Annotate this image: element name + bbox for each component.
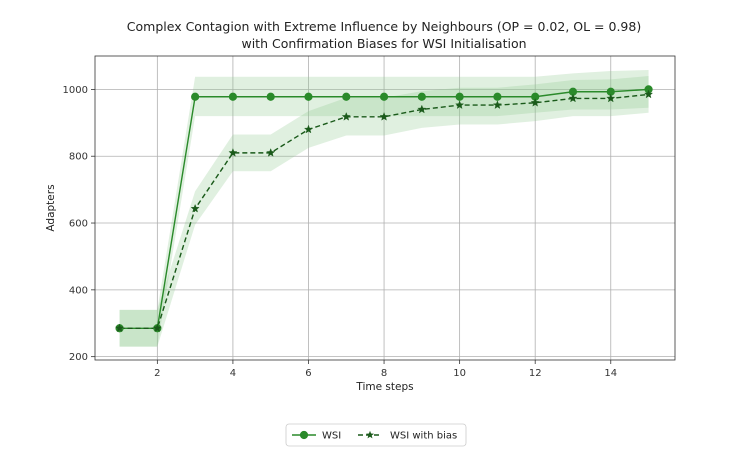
legend: WSI WSI with bias bbox=[285, 423, 467, 447]
point-wsi bbox=[266, 92, 275, 101]
x-axis-label: Time steps bbox=[355, 381, 413, 393]
point-wsi bbox=[379, 92, 389, 101]
x-tick-label: 4 bbox=[230, 368, 236, 379]
point-wsi bbox=[417, 92, 426, 101]
x-tick-label: 14 bbox=[604, 368, 617, 379]
y-tick-label: 400 bbox=[69, 285, 88, 296]
x-tick-label: 12 bbox=[529, 368, 542, 379]
band-wsi-with-bias bbox=[119, 76, 649, 347]
point-wsi bbox=[228, 92, 238, 101]
y-axis-label: Adapters bbox=[45, 184, 57, 231]
y-tick-label: 1000 bbox=[63, 85, 88, 96]
point-wsi-with-bias bbox=[266, 148, 276, 157]
plot-frame bbox=[94, 55, 676, 361]
chart-subtitle: with Confirmation Biases for WSI Initial… bbox=[241, 36, 526, 51]
point-wsi-with-bias bbox=[606, 93, 616, 103]
point-wsi bbox=[455, 92, 464, 101]
x-tick-label: 2 bbox=[154, 368, 160, 379]
legend-label-wsi-with-bias: WSI with bias bbox=[390, 431, 457, 442]
point-wsi-with-bias bbox=[152, 323, 162, 333]
legend-marker-wsi-with-bias bbox=[366, 430, 374, 439]
point-wsi-with-bias bbox=[417, 104, 427, 114]
point-wsi-with-bias bbox=[115, 323, 125, 333]
point-wsi-with-bias bbox=[228, 148, 238, 157]
point-wsi bbox=[304, 92, 313, 101]
point-wsi bbox=[342, 92, 351, 101]
point-wsi-with-bias bbox=[455, 100, 465, 109]
x-tick-label: 8 bbox=[381, 368, 387, 379]
grid bbox=[95, 56, 675, 360]
y-tick-label: 200 bbox=[69, 352, 88, 363]
point-wsi-with-bias bbox=[303, 124, 314, 134]
point-wsi bbox=[191, 92, 200, 101]
legend-marker-wsi bbox=[299, 430, 309, 440]
confidence-bands bbox=[119, 70, 649, 347]
x-tick-label: 6 bbox=[305, 368, 311, 379]
legend-label-wsi: WSI bbox=[322, 431, 341, 442]
chart-title: Complex Contagion with Extreme Influence… bbox=[127, 19, 641, 34]
point-wsi-with-bias bbox=[644, 89, 654, 99]
point-wsi-with-bias bbox=[379, 112, 389, 121]
y-tick-label: 600 bbox=[69, 219, 88, 230]
point-wsi-with-bias bbox=[341, 112, 351, 121]
x-tick-label: 10 bbox=[453, 368, 466, 379]
point-wsi-with-bias bbox=[530, 98, 540, 107]
axis-ticks: 2 4 6 8 10 12 14 200 400 600 800 1000 bbox=[63, 85, 618, 379]
series-markers bbox=[115, 85, 654, 333]
line-wsi-with-bias bbox=[119, 93, 649, 329]
point-wsi bbox=[493, 92, 502, 101]
y-tick-label: 800 bbox=[69, 152, 88, 163]
band-wsi bbox=[119, 70, 649, 347]
point-wsi-with-bias bbox=[492, 100, 502, 109]
point-wsi-with-bias bbox=[568, 93, 578, 103]
point-wsi-with-bias bbox=[190, 203, 200, 213]
